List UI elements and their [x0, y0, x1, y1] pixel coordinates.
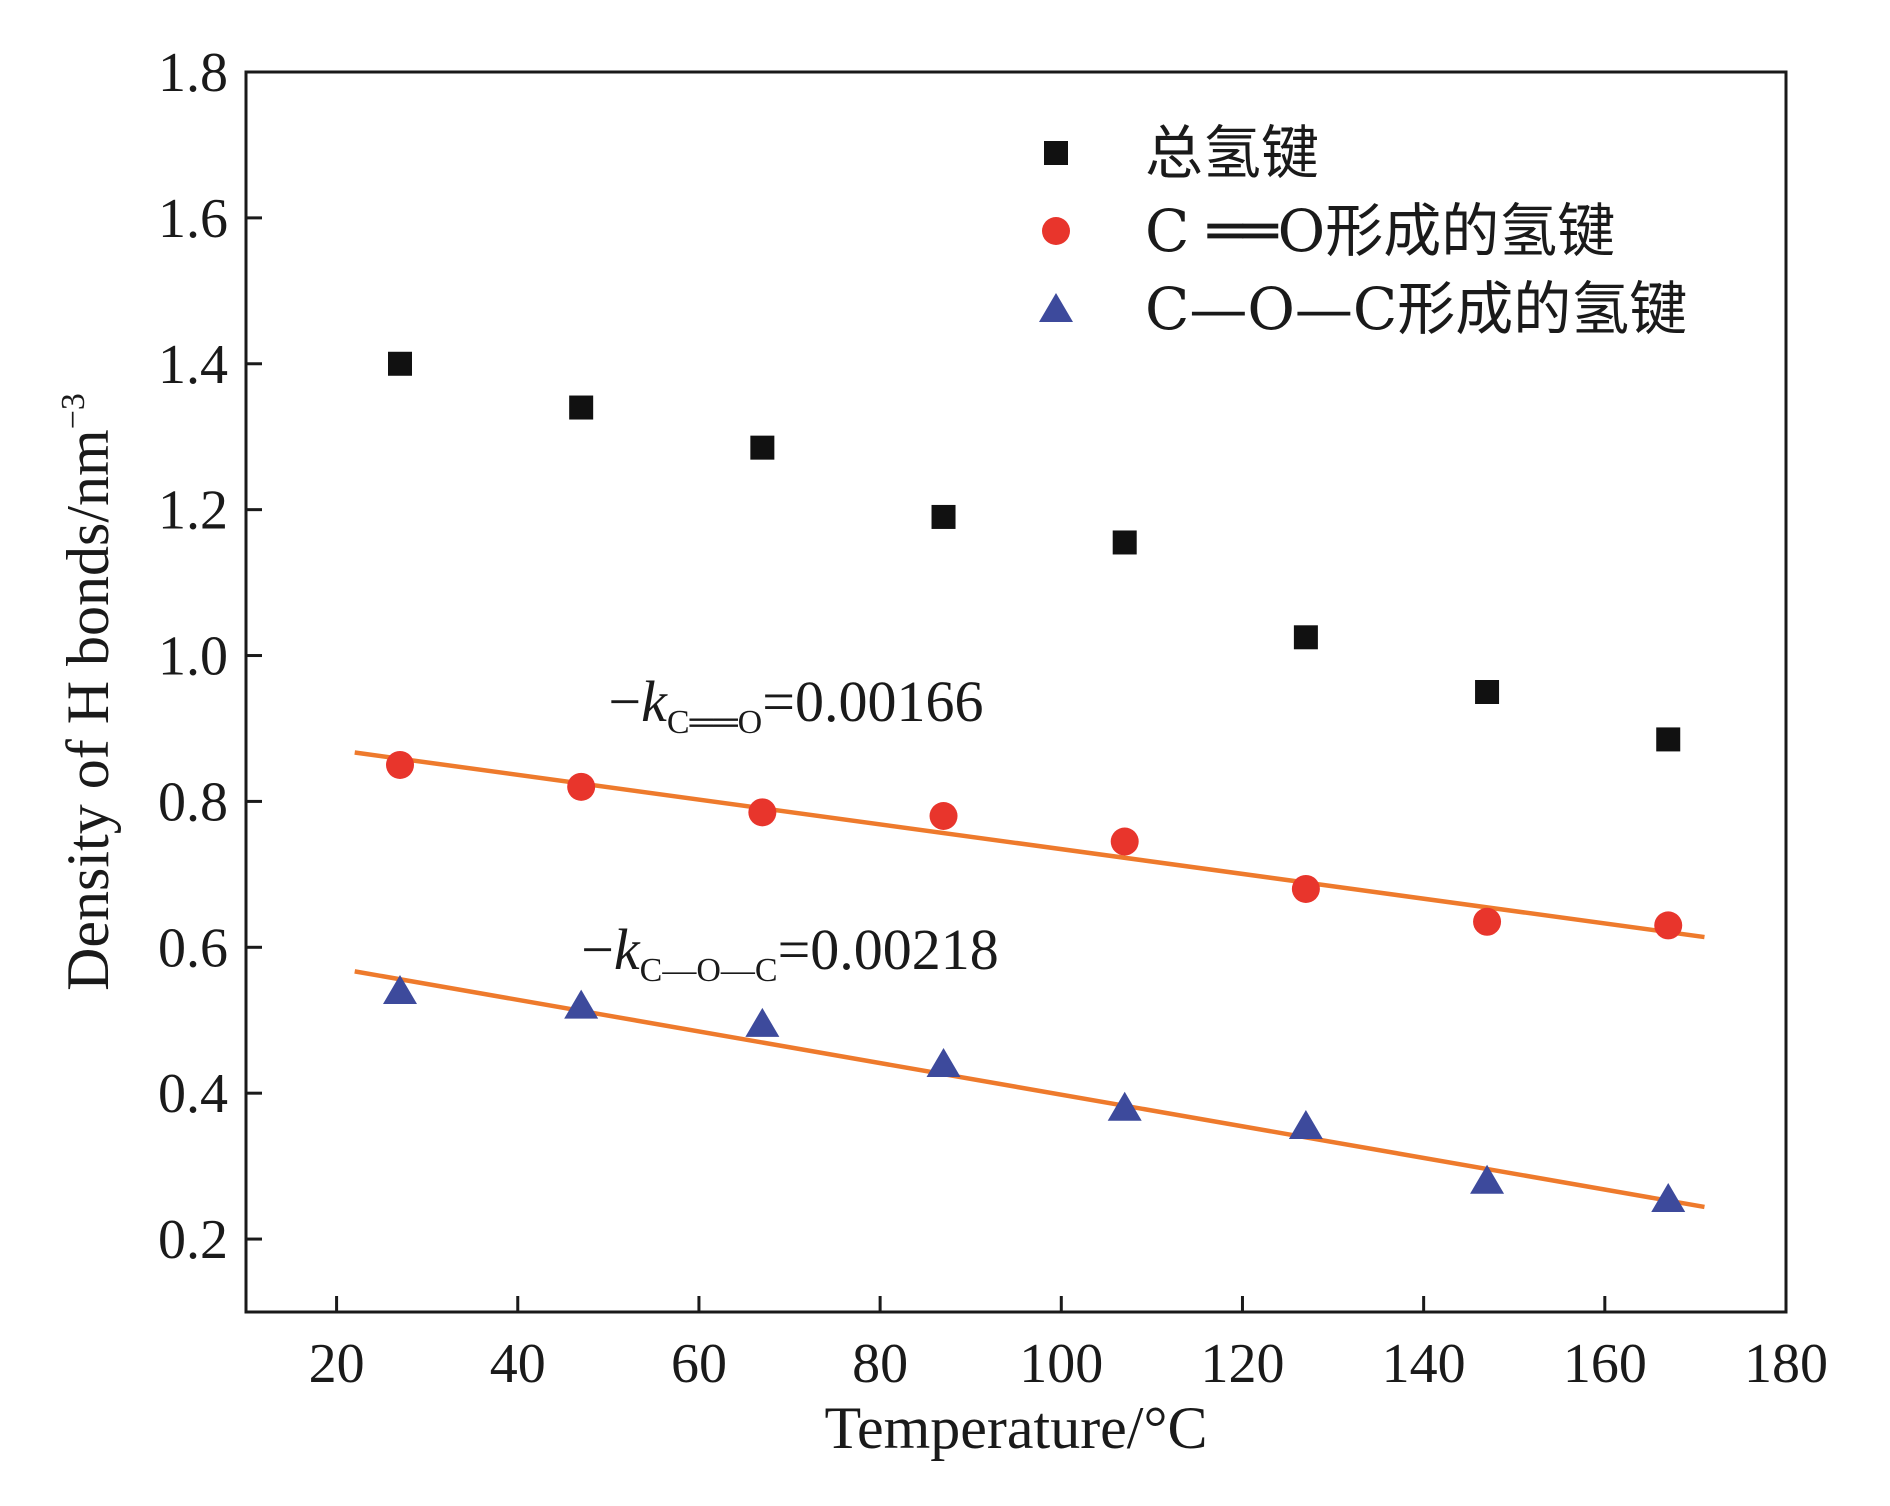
legend-label: 总氢键: [1145, 119, 1319, 187]
circle-point: [1110, 827, 1139, 856]
y-tick-label: 1.0: [158, 626, 228, 688]
x-tick-label: 140: [1382, 1333, 1466, 1395]
x-tick-label: 40: [490, 1333, 546, 1395]
y-tick-label: 1.4: [158, 334, 228, 396]
slope-value: =0.00218: [778, 917, 999, 982]
slope-prefix: −: [608, 669, 641, 734]
x-tick-label: 20: [309, 1333, 365, 1395]
y-tick-label: 0.2: [158, 1209, 228, 1271]
x-tick-label: 60: [671, 1333, 727, 1395]
x-axis-ticks: 20 40 60 80 100 120 140 160 180: [309, 1296, 1828, 1395]
fit-line: [354, 750, 1705, 940]
annotations: −kC══O=0.00166−kC—O—C=0.00218: [581, 669, 999, 989]
x-tick-label: 120: [1200, 1333, 1284, 1395]
fit-lines: [354, 750, 1705, 1210]
triangle-point: [1651, 1182, 1686, 1212]
y-axis-ticks: 0.2 0.4 0.6 0.8 1.0 1.2 1.4 1.6 1.8: [158, 42, 262, 1271]
slope-k: k: [614, 917, 641, 982]
circle-point: [567, 772, 596, 801]
circle-point: [386, 750, 414, 779]
x-tick-label: 100: [1019, 1333, 1103, 1395]
slope-value: =0.00166: [762, 669, 983, 734]
square-point: [1293, 625, 1318, 650]
y-axis-title-main: Density of H bonds/nm: [55, 429, 121, 991]
square-point: [1112, 530, 1137, 555]
triangle-point: [745, 1007, 780, 1037]
x-tick-label: 80: [852, 1333, 908, 1395]
legend-label: C ══O形成的氢键: [1145, 197, 1615, 265]
x-tick-label: 180: [1744, 1333, 1828, 1395]
y-tick-label: 1.8: [158, 42, 228, 104]
triangle-point: [926, 1048, 961, 1077]
slope-annotation: −kC—O—C=0.00218: [581, 917, 999, 989]
triangle-point: [564, 989, 599, 1019]
legend-marker-square: [1044, 141, 1068, 165]
legend: 总氢键 C ══O形成的氢键 C—O—C形成的氢键: [1039, 119, 1687, 343]
data-points: [383, 351, 1686, 1212]
slope-prefix: −: [581, 917, 614, 982]
y-axis-title: Density of H bonds/nm−3: [55, 393, 121, 991]
triangle-point: [1470, 1164, 1505, 1194]
triangle-point: [1107, 1091, 1142, 1121]
square-point: [569, 395, 594, 420]
x-tick-label: 160: [1563, 1333, 1647, 1395]
legend-label: C—O—C形成的氢键: [1145, 275, 1687, 343]
y-tick-label: 1.2: [158, 480, 228, 542]
legend-marker-triangle: [1039, 293, 1073, 322]
square-point: [1475, 680, 1500, 704]
slope-k: k: [641, 669, 668, 734]
slope-subscript: C══O: [667, 704, 762, 741]
square-point: [931, 504, 956, 529]
circle-point: [1291, 874, 1320, 903]
legend-marker-circle: [1042, 217, 1070, 245]
circle-point: [748, 798, 777, 827]
slope-annotation: −kC══O=0.00166: [608, 669, 983, 741]
circle-point: [1654, 911, 1683, 940]
triangle-point: [1288, 1110, 1323, 1139]
plot-frame: [244, 70, 1788, 1314]
triangle-point: [383, 975, 417, 1005]
y-tick-label: 0.8: [158, 771, 228, 833]
y-tick-label: 0.6: [158, 917, 228, 979]
y-tick-label: 0.4: [158, 1063, 228, 1125]
circle-point: [1473, 907, 1502, 936]
slope-subscript: C—O—C: [640, 952, 778, 989]
circle-point: [929, 802, 958, 830]
y-tick-label: 1.6: [158, 188, 228, 250]
y-axis-title-sup: −3: [55, 393, 92, 429]
square-point: [388, 351, 412, 376]
x-axis-title: Temperature/°C: [825, 1395, 1208, 1461]
square-point: [1656, 727, 1681, 752]
square-point: [750, 435, 775, 460]
fit-line: [354, 969, 1705, 1210]
